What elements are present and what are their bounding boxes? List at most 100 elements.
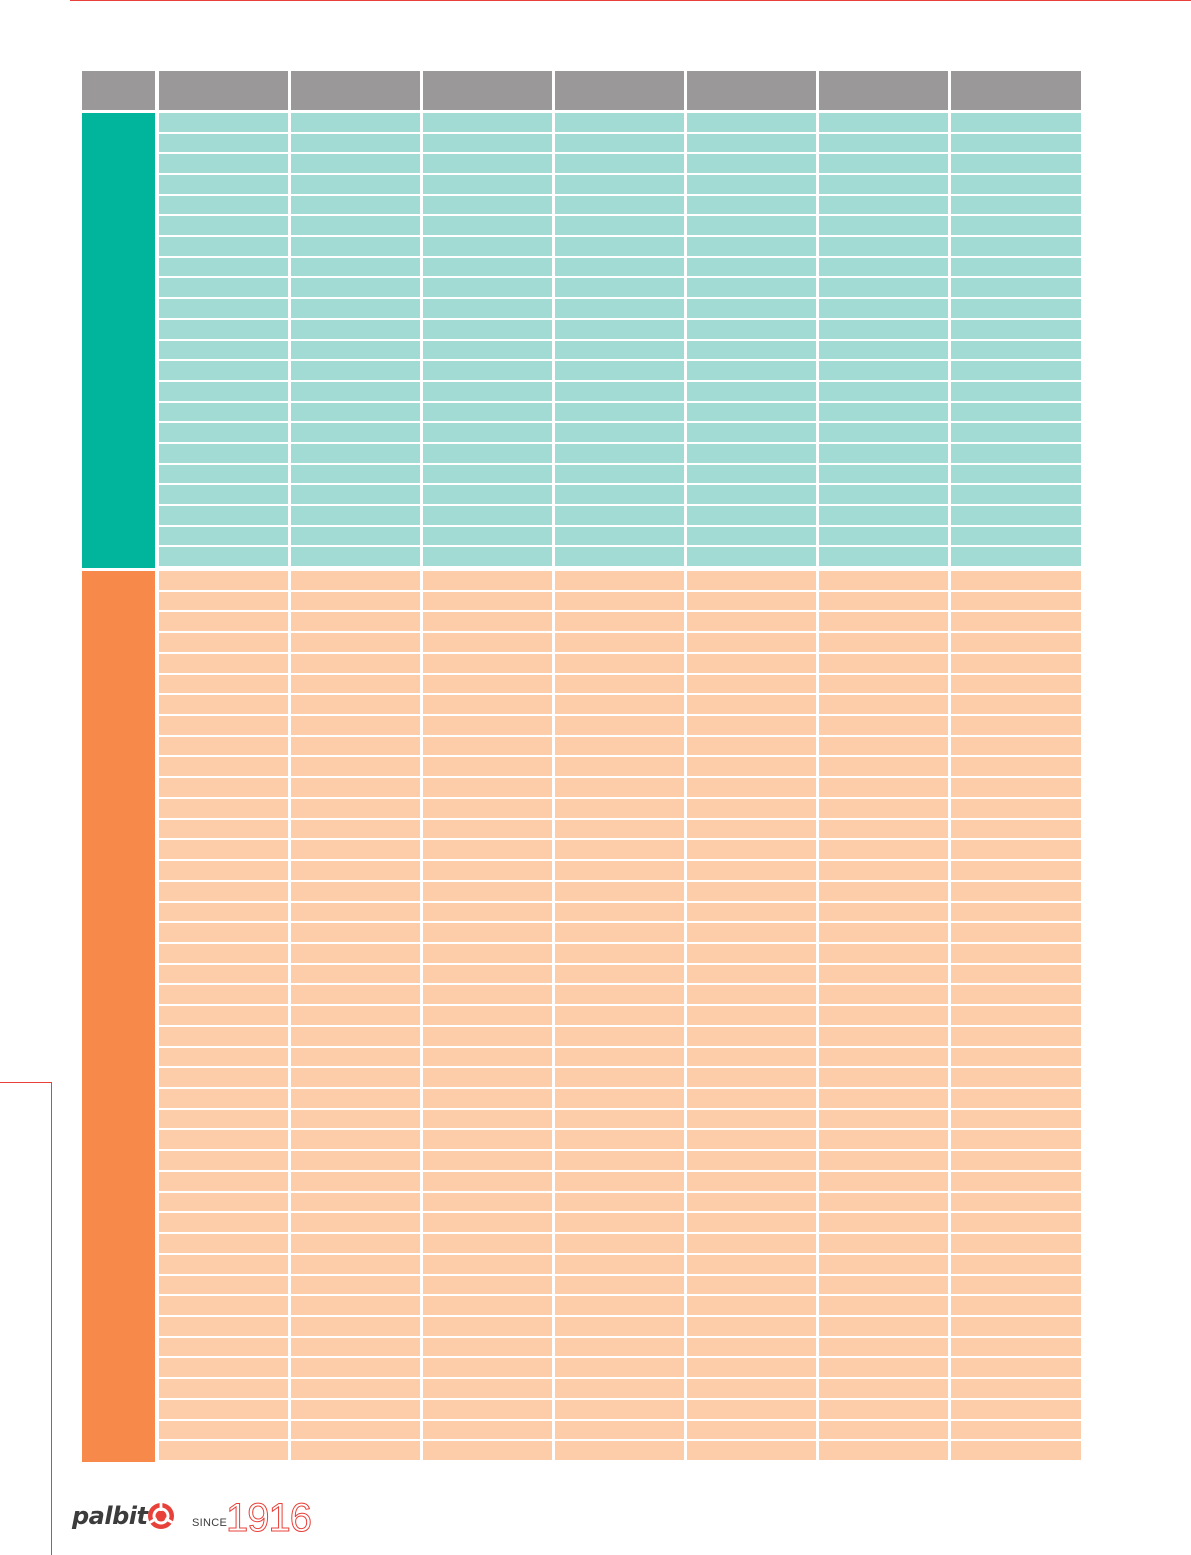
table-cell xyxy=(159,444,288,463)
table-cell xyxy=(819,485,948,504)
table-cell xyxy=(555,1400,684,1419)
table-cell xyxy=(687,695,816,714)
table-cell xyxy=(687,527,816,545)
table-cell xyxy=(291,695,420,714)
table-cell xyxy=(159,654,288,673)
table-cell xyxy=(159,547,288,566)
table-cell xyxy=(687,237,816,256)
table-cell xyxy=(819,944,948,963)
table-cell xyxy=(159,861,288,880)
table-cell xyxy=(159,1151,288,1170)
table-cell xyxy=(423,571,552,590)
table-cell xyxy=(951,633,1081,652)
table-cell xyxy=(159,840,288,859)
table-cell xyxy=(159,944,288,963)
table-cell xyxy=(819,527,948,545)
table-cell xyxy=(291,1213,420,1232)
table-cell xyxy=(291,1151,420,1170)
table-cell xyxy=(687,423,816,442)
table-cell xyxy=(423,903,552,921)
table-cell xyxy=(951,985,1081,1004)
table-cell xyxy=(819,320,948,339)
table-cell xyxy=(555,861,684,880)
table-cell xyxy=(423,1048,552,1066)
table-cell xyxy=(687,1027,816,1046)
table-cell xyxy=(555,1296,684,1315)
table-cell xyxy=(423,820,552,838)
table-cell xyxy=(819,882,948,901)
table-cell xyxy=(687,361,816,380)
table-cell xyxy=(819,1276,948,1294)
table-cell xyxy=(423,1421,552,1439)
table-cell xyxy=(555,1358,684,1377)
table-cell xyxy=(291,965,420,983)
table-cell xyxy=(555,1317,684,1336)
table-cell xyxy=(819,1213,948,1232)
table-cell xyxy=(555,799,684,818)
table-cell xyxy=(423,465,552,483)
table-cell xyxy=(819,258,948,276)
table-cell xyxy=(291,216,420,235)
table-cell xyxy=(291,1296,420,1315)
table-cell xyxy=(819,903,948,921)
table-cell xyxy=(555,506,684,525)
table-cell xyxy=(423,1338,552,1356)
table-cell xyxy=(951,757,1081,776)
table-cell xyxy=(687,571,816,590)
table-cell xyxy=(291,299,420,318)
table-cell xyxy=(159,571,288,590)
table-cell xyxy=(291,1193,420,1211)
table-cell xyxy=(291,1317,420,1336)
table-cell xyxy=(819,1358,948,1377)
table-cell xyxy=(159,237,288,256)
table-cell xyxy=(555,882,684,901)
table-cell xyxy=(291,799,420,818)
table-cell xyxy=(291,923,420,942)
table-cell xyxy=(819,299,948,318)
table-cell xyxy=(291,903,420,921)
table-cell xyxy=(291,382,420,401)
table-cell xyxy=(555,737,684,755)
table-cell xyxy=(291,1255,420,1274)
table-cell xyxy=(951,237,1081,256)
table-cell xyxy=(951,840,1081,859)
table-cell xyxy=(159,485,288,504)
table-cell xyxy=(423,861,552,880)
table-cell xyxy=(423,1400,552,1419)
table-cell xyxy=(159,1338,288,1356)
table-cell xyxy=(819,423,948,442)
table-cell xyxy=(687,1317,816,1336)
table-cell xyxy=(291,278,420,297)
table-cell xyxy=(819,571,948,590)
table-cell xyxy=(687,1006,816,1025)
table-cell xyxy=(423,1193,552,1211)
table-cell xyxy=(687,633,816,652)
table-cell xyxy=(555,944,684,963)
table-cell xyxy=(291,113,420,132)
table-cell xyxy=(555,757,684,776)
table-cell xyxy=(159,1027,288,1046)
table-cell xyxy=(159,134,288,152)
table-cell xyxy=(291,403,420,421)
table-cell xyxy=(819,985,948,1004)
table-cell xyxy=(555,840,684,859)
table-cell xyxy=(423,1317,552,1336)
table-cell xyxy=(291,1379,420,1398)
table-cell xyxy=(159,341,288,359)
table-cell xyxy=(951,1379,1081,1398)
table-cell xyxy=(819,592,948,610)
table-cell xyxy=(291,320,420,339)
table-cell xyxy=(819,654,948,673)
table-cell xyxy=(687,1255,816,1274)
left-accent-rule-horizontal xyxy=(0,1082,52,1083)
table-cell xyxy=(291,778,420,797)
table-cell xyxy=(951,861,1081,880)
table-cell xyxy=(423,527,552,545)
table-cell xyxy=(555,1338,684,1356)
table-cell xyxy=(291,465,420,483)
table-cell xyxy=(687,592,816,610)
table-cell xyxy=(819,134,948,152)
table-cell xyxy=(951,527,1081,545)
table-cell xyxy=(555,299,684,318)
table-cell xyxy=(951,944,1081,963)
